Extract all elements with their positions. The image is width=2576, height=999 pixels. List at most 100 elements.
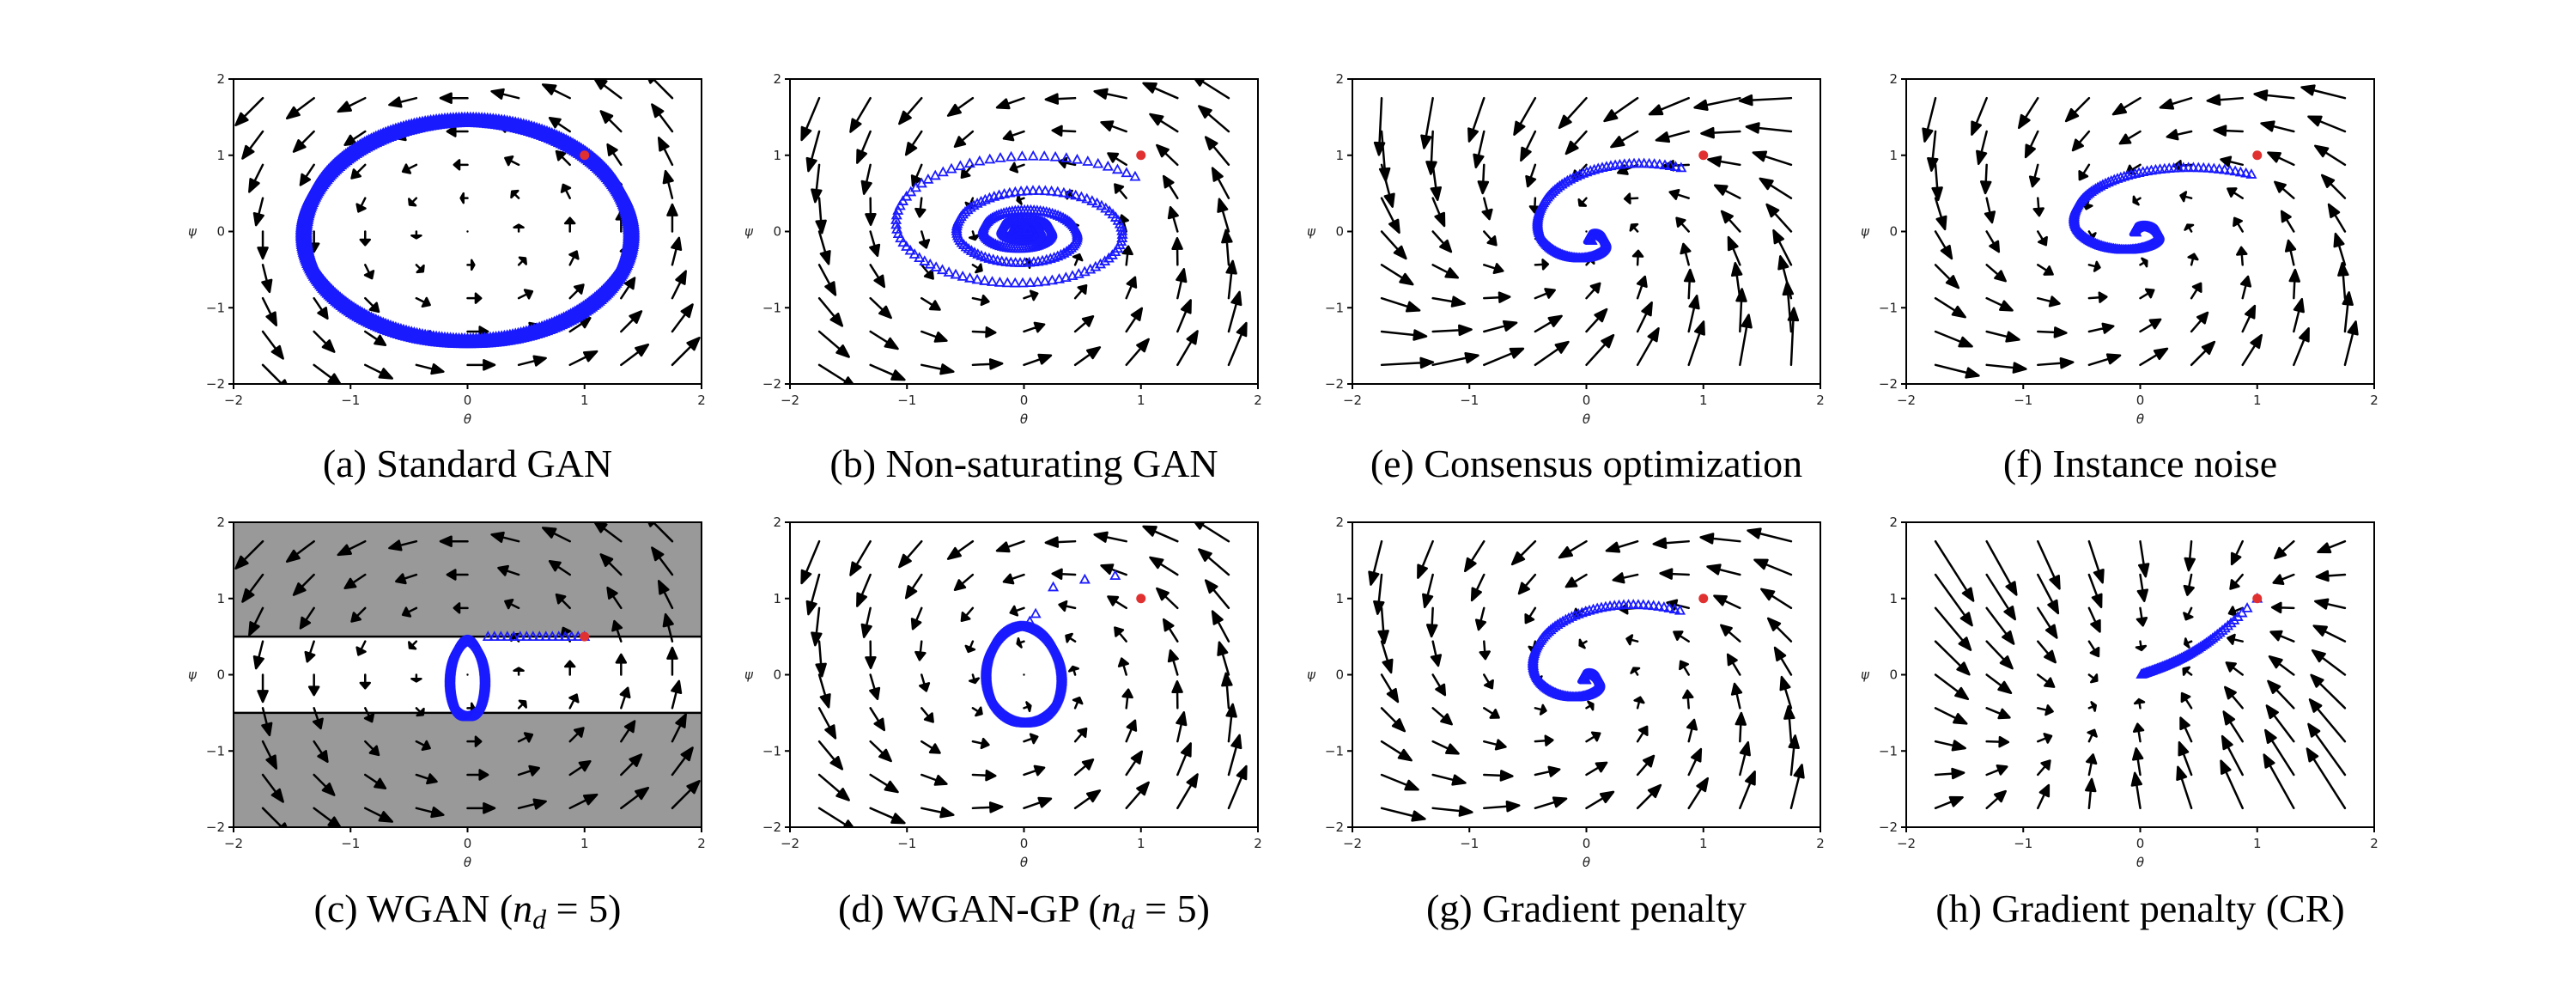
field-arrow [466,769,489,781]
trajectory-point [1586,234,1598,245]
trajectory-point [1048,581,1060,592]
field-arrow [2343,320,2359,367]
trajectory-point [910,181,922,192]
field-arrow [606,143,623,167]
panel-caption: (e) Consensus optimization [1370,442,1802,485]
field-arrow [466,292,483,304]
field-arrow [960,606,975,623]
y-tick-label: 2 [216,71,225,87]
field-arrow [343,130,367,147]
field-arrow [1612,572,1639,584]
panel-caption: (g) Gradient penalty [1426,886,1747,930]
field-arrow [1659,568,1690,580]
field-arrow [2274,180,2295,199]
field-arrow [1564,573,1588,588]
field-arrow [971,706,983,717]
trajectory [1527,599,1686,702]
field-arrow [2179,191,2193,203]
trajectory-point [1094,258,1107,269]
trajectory-point [1109,570,1121,581]
y-tick-label: 2 [773,71,781,87]
field-arrow [2183,573,2195,596]
trajectory-point [1046,185,1058,196]
field-arrow [1107,152,1127,167]
y-axis-label: ψ [744,224,754,240]
field-arrow [2272,573,2295,586]
field-arrow [513,667,525,676]
field-arrow [337,539,367,557]
field-arrow [671,780,701,810]
field-arrow [1759,177,1793,199]
field-arrow [1585,731,1601,743]
field-arrow [657,580,674,610]
trajectory-point [482,630,494,642]
field-arrow [1739,740,1751,777]
field-arrow [869,330,899,350]
trajectory-point [1039,275,1051,286]
field-arrow [401,163,418,174]
field-arrow [2342,291,2354,333]
field-arrow [1558,539,1588,559]
field-arrow [1073,315,1095,333]
field-arrow [513,223,525,233]
field-arrow [1483,291,1511,303]
field-arrow [466,230,469,233]
trajectory-point [1005,150,1018,161]
field-arrow [1788,734,1800,777]
trajectory-point [1100,202,1112,213]
field-arrow [1730,682,1743,710]
field-arrow [2176,765,2193,810]
field-arrow [946,539,975,560]
field-arrow [1002,573,1025,585]
field-arrow [2037,326,2068,338]
field-arrow [1425,606,1438,638]
trajectory-point [901,241,913,251]
y-tick-label: −2 [206,376,225,392]
field-arrow [662,169,674,199]
field-arrow [1683,268,1696,300]
field-arrow [898,539,923,569]
field-arrow [593,79,623,100]
trajectory-point [890,218,902,229]
field-arrow [2312,624,2347,643]
field-arrow [2274,539,2295,560]
trajectory-point [1549,183,1561,194]
trajectory-point [994,152,1006,162]
field-arrow [1934,363,1980,379]
trajectory-point [974,155,986,166]
field-arrow [252,640,264,670]
field-arrow [1985,330,2020,343]
field-arrow [1483,230,1498,247]
field-arrow [2227,187,2244,199]
y-tick-label: 0 [216,667,225,683]
field-arrow [615,653,628,676]
field-arrow [1380,264,1414,286]
field-arrow [620,786,650,810]
field-arrow [671,270,687,300]
field-arrow [1100,120,1127,133]
field-arrow [1368,539,1383,586]
field-arrow [620,310,643,333]
field-arrow [1673,630,1690,643]
x-tick-label: 1 [2253,393,2262,408]
field-arrow [953,130,975,148]
trajectory [2136,592,2263,679]
field-arrow [964,640,976,654]
field-arrow [800,539,821,585]
field-arrow [817,363,854,384]
trajectory-point [1103,205,1115,216]
field-arrow [560,183,572,199]
field-arrow [555,149,571,167]
field-arrow [910,163,923,187]
field-arrow [415,362,445,375]
field-arrow [1510,539,1537,566]
field-arrow [1044,93,1077,105]
field-arrow [1051,125,1077,137]
trajectory-point [1542,625,1555,637]
trajectory-point [2097,179,2109,190]
y-tick-label: −1 [1325,300,1344,315]
trajectory-point [1027,185,1039,195]
start-point [1136,594,1146,604]
trajectory-point [1064,188,1076,198]
field-arrow [1380,707,1406,733]
